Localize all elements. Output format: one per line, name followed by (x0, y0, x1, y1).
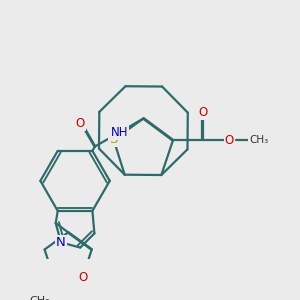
Text: O: O (224, 134, 234, 147)
Text: O: O (198, 106, 207, 119)
Text: O: O (75, 117, 85, 130)
Text: O: O (78, 271, 87, 284)
Text: CH₃: CH₃ (30, 296, 50, 300)
Text: NH: NH (110, 126, 128, 139)
Text: S: S (110, 133, 118, 146)
Text: N: N (56, 236, 66, 249)
Text: CH₃: CH₃ (249, 135, 268, 145)
